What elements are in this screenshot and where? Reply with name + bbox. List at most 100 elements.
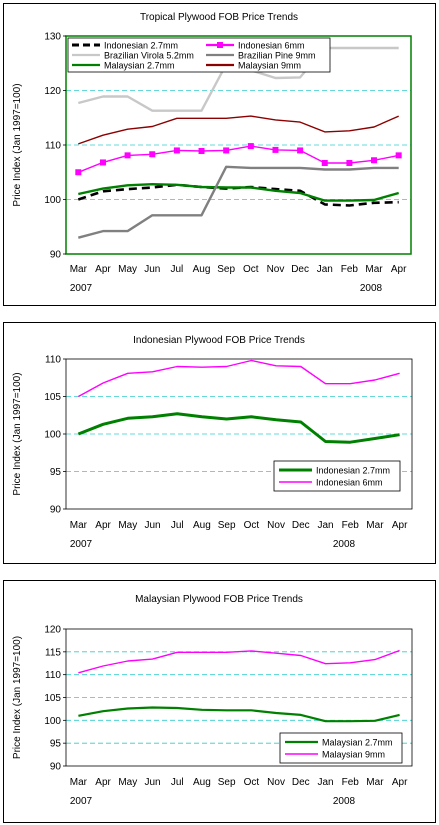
x-tick-label: Oct	[244, 520, 260, 531]
x-tick-label: May	[118, 264, 137, 275]
x-tick-label: Nov	[267, 264, 285, 275]
y-tick-label: 105	[44, 693, 61, 704]
x-tick-label: Apr	[391, 264, 407, 275]
series-line	[78, 145, 399, 173]
data-point-marker	[321, 159, 328, 166]
chart-title: Tropical Plywood FOB Price Trends	[140, 12, 298, 23]
x-tick-label: Dec	[292, 777, 310, 788]
year-label: 2008	[360, 283, 383, 294]
data-point-marker	[173, 147, 180, 154]
x-tick-label: Jul	[171, 520, 184, 531]
y-tick-label: 95	[50, 467, 62, 478]
x-tick-label: Nov	[267, 777, 285, 788]
x-tick-label: Apr	[95, 264, 111, 275]
y-axis-label: Price Index (Jan 1997=100)	[12, 83, 23, 206]
x-tick-label: Jan	[317, 520, 333, 531]
x-tick-label: Apr	[392, 777, 408, 788]
malaysian-plywood-chart-panel: Malaysian Plywood FOB Price Trends 90 95 10…	[3, 580, 436, 823]
y-axis-label: Price Index (Jan 1997=100)	[12, 636, 23, 759]
series-line	[78, 115, 399, 145]
legend-label: Brazilian Pine 9mm	[238, 51, 316, 61]
x-tick-label: Oct	[243, 264, 259, 275]
legend-box	[67, 37, 331, 73]
x-tick-label: Mar	[366, 777, 384, 788]
x-tick-label: Feb	[341, 264, 359, 275]
x-tick-label: Mar	[70, 777, 88, 788]
legend-label: Malaysian 9mm	[238, 61, 301, 71]
x-tick-label: Jul	[171, 777, 184, 788]
chart-title: Indonesian Plywood FOB Price Trends	[133, 335, 305, 346]
x-tick-label: Feb	[342, 520, 360, 531]
x-tick-label: Jan	[317, 777, 333, 788]
legend-label: Indonesian 6mm	[238, 41, 305, 51]
x-tick-label: Jun	[144, 520, 160, 531]
tropical-plywood-chart-panel: Tropical Plywood FOB Price Trends 90 100 11…	[3, 3, 436, 306]
series-line	[77, 412, 400, 444]
x-tick-label: Mar	[70, 264, 88, 275]
x-tick-label: Nov	[267, 520, 285, 531]
indonesian-plywood-chart: Indonesian Plywood FOB Price Trends 90 95 1…	[12, 335, 413, 550]
legend-label: Indonesian 2.7mm	[316, 466, 390, 476]
data-point-marker	[75, 169, 82, 176]
x-tick-label: Feb	[342, 777, 360, 788]
y-tick-label: 100	[44, 430, 61, 441]
data-point-marker	[223, 147, 230, 154]
x-tick-label: Sep	[218, 520, 236, 531]
malaysian-plywood-chart: Malaysian Plywood FOB Price Trends 90 95 10…	[12, 594, 413, 807]
tropical-plywood-chart: Tropical Plywood FOB Price Trends 90 100 11…	[12, 12, 412, 294]
legend-marker	[217, 42, 223, 48]
legend-label: Indonesian 6mm	[316, 478, 383, 488]
x-tick-label: Mar	[366, 520, 384, 531]
series-line	[78, 706, 400, 723]
year-label: 2007	[70, 539, 93, 550]
data-point-marker	[124, 152, 131, 159]
data-point-marker	[272, 146, 279, 153]
series-line	[78, 359, 400, 398]
legend-label: Indonesian 2.7mm	[104, 41, 178, 51]
y-tick-label: 90	[50, 250, 62, 261]
year-label: 2008	[333, 539, 356, 550]
x-tick-label: Aug	[193, 264, 211, 275]
y-tick-label: 105	[44, 392, 61, 403]
y-tick-label: 100	[44, 195, 61, 206]
y-tick-label: 95	[50, 739, 62, 750]
y-tick-label: 120	[44, 86, 61, 97]
x-tick-label: Apr	[95, 520, 111, 531]
y-tick-label: 90	[50, 762, 62, 773]
x-tick-label: May	[118, 520, 137, 531]
chart-title: Malaysian Plywood FOB Price Trends	[135, 594, 303, 605]
legend-label: Malaysian 2.7mm	[322, 738, 393, 748]
x-tick-label: Mar	[365, 264, 383, 275]
data-point-marker	[371, 157, 378, 164]
x-tick-label: Jan	[317, 264, 333, 275]
x-tick-label: Aug	[193, 520, 211, 531]
series-line	[78, 649, 400, 674]
x-tick-label: Dec	[291, 264, 309, 275]
data-point-marker	[297, 147, 304, 154]
y-tick-label: 110	[45, 141, 61, 152]
year-label: 2008	[333, 796, 356, 807]
legend-label: Malaysian 2.7mm	[104, 61, 175, 71]
x-tick-label: Mar	[70, 520, 88, 531]
legend-label: Brazilian Virola 5.2mm	[104, 51, 194, 61]
x-tick-label: May	[118, 777, 137, 788]
x-tick-label: Oct	[244, 777, 260, 788]
x-tick-label: Aug	[193, 777, 211, 788]
y-tick-label: 110	[45, 355, 61, 366]
x-tick-label: Apr	[392, 520, 408, 531]
y-axis-label: Price Index (Jan 1997=100)	[12, 372, 23, 495]
year-label: 2007	[70, 283, 93, 294]
data-point-marker	[198, 147, 205, 154]
x-tick-label: Sep	[218, 777, 236, 788]
series-line	[77, 165, 399, 239]
y-tick-label: 100	[44, 716, 61, 727]
legend-box	[273, 460, 401, 492]
legend-label: Malaysian 9mm	[322, 750, 385, 760]
indonesian-plywood-chart-panel: Indonesian Plywood FOB Price Trends 90 95 1…	[3, 322, 436, 564]
data-point-marker	[149, 151, 156, 158]
x-tick-label: Jun	[144, 777, 160, 788]
data-point-marker	[395, 152, 402, 159]
x-tick-label: Jul	[170, 264, 183, 275]
year-label: 2007	[70, 796, 93, 807]
data-point-marker	[346, 159, 353, 166]
